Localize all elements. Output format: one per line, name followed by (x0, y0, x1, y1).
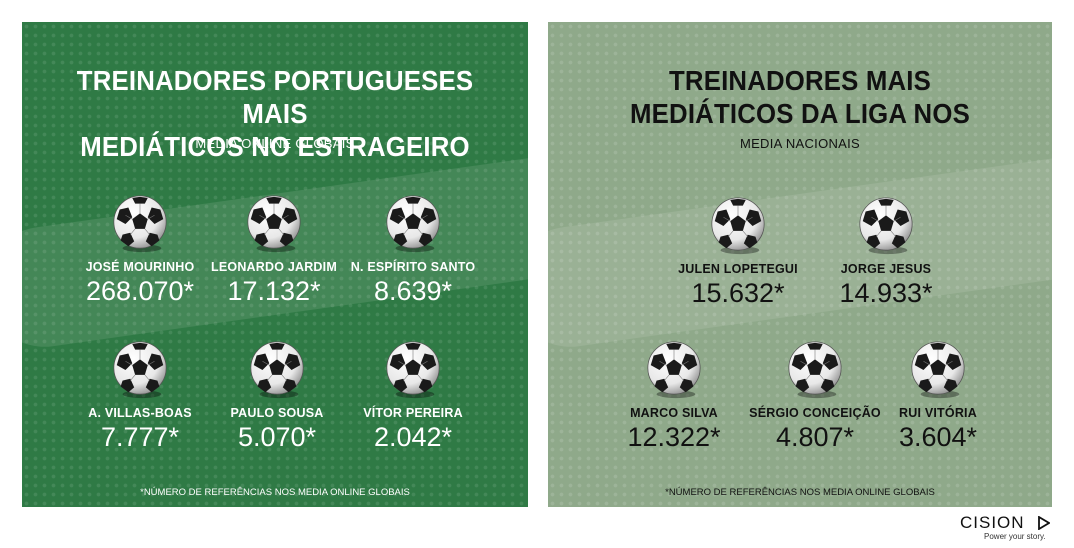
footnote: *NÚMERO DE REFERÊNCIAS NOS MEDIA ONLINE … (140, 487, 410, 498)
panel-title: TREINADORES MAIS MEDIÁTICOS DA LIGA NOS (568, 64, 1032, 130)
coach-value: 15.632* (691, 278, 785, 308)
coach-name: SÉRGIO CONCEIÇÃO (749, 406, 881, 420)
title-line-1: TREINADORES MAIS (669, 65, 931, 96)
right-panel: TREINADORES MAIS MEDIÁTICOS DA LIGA NOS … (548, 22, 1052, 507)
title-line-2: MEDIÁTICOS NO ESTRAGEIRO (80, 131, 470, 162)
soccer-ball-icon (109, 192, 171, 254)
coach-item: SÉRGIO CONCEIÇÃO 4.807* (735, 338, 895, 452)
coach-value: 14.933* (839, 278, 933, 308)
coach-item: RUI VITÓRIA 3.604* (858, 338, 1018, 452)
coach-value: 12.322* (627, 422, 721, 452)
coach-name: JULEN LOPETEGUI (678, 262, 798, 276)
soccer-ball-icon (707, 194, 769, 256)
coach-item: N. ESPÍRITO SANTO 8.639* (333, 192, 493, 306)
coach-name: N. ESPÍRITO SANTO (350, 260, 476, 274)
panel-subtitle: MEDIA ONLINE GLOBAIS (195, 136, 355, 151)
coach-value: 3.604* (898, 422, 978, 452)
soccer-ball-icon (243, 192, 305, 254)
coach-value: 2.042* (373, 422, 453, 452)
coach-name: JORGE JESUS (840, 262, 932, 276)
coach-name: VÍTOR PEREIRA (363, 406, 463, 420)
soccer-ball-icon (382, 338, 444, 400)
coach-item: LEONARDO JARDIM 17.132* (194, 192, 354, 306)
coach-item: JULEN LOPETEGUI 15.632* (658, 194, 818, 308)
coach-name: RUI VITÓRIA (899, 406, 977, 420)
coach-item: JOSÉ MOURINHO 268.070* (60, 192, 220, 306)
coach-name: A. VILLAS-BOAS (88, 406, 192, 420)
panel-subtitle: MEDIA NACIONAIS (739, 136, 861, 151)
coach-value: 4.807* (775, 422, 855, 452)
coach-name: PAULO SOUSA (230, 406, 324, 420)
coach-value: 5.070* (237, 422, 317, 452)
coach-name: MARCO SILVA (630, 406, 718, 420)
soccer-ball-icon (907, 338, 969, 400)
coach-item: PAULO SOUSA 5.070* (197, 338, 357, 452)
coach-value: 8.639* (373, 276, 453, 306)
soccer-ball-icon (855, 194, 917, 256)
coach-item: MARCO SILVA 12.322* (594, 338, 754, 452)
cision-logo: CISION Power your story. (960, 513, 1060, 541)
soccer-ball-icon (784, 338, 846, 400)
logo-wordmark: CISION (960, 513, 1025, 532)
coach-item: VÍTOR PEREIRA 2.042* (333, 338, 493, 452)
panel-title: TREINADORES PORTUGUESES MAIS MEDIÁTICOS … (42, 64, 508, 163)
coach-item: A. VILLAS-BOAS 7.777* (60, 338, 220, 452)
logo-tagline: Power your story. (984, 532, 1046, 541)
coach-name: LEONARDO JARDIM (211, 260, 337, 274)
cision-play-mark-icon (1038, 516, 1050, 530)
title-line-2: MEDIÁTICOS DA LIGA NOS (630, 98, 970, 129)
coach-item: JORGE JESUS 14.933* (806, 194, 966, 308)
soccer-ball-icon (246, 338, 308, 400)
coach-value: 17.132* (227, 276, 321, 306)
coach-value: 268.070* (85, 276, 195, 306)
title-line-1: TREINADORES PORTUGUESES MAIS (76, 65, 474, 129)
left-panel: TREINADORES PORTUGUESES MAIS MEDIÁTICOS … (22, 22, 528, 507)
soccer-ball-icon (643, 338, 705, 400)
coach-name: JOSÉ MOURINHO (85, 260, 195, 274)
soccer-ball-icon (109, 338, 171, 400)
soccer-ball-icon (382, 192, 444, 254)
footnote: *NÚMERO DE REFERÊNCIAS NOS MEDIA ONLINE … (665, 487, 935, 498)
coach-value: 7.777* (100, 422, 180, 452)
